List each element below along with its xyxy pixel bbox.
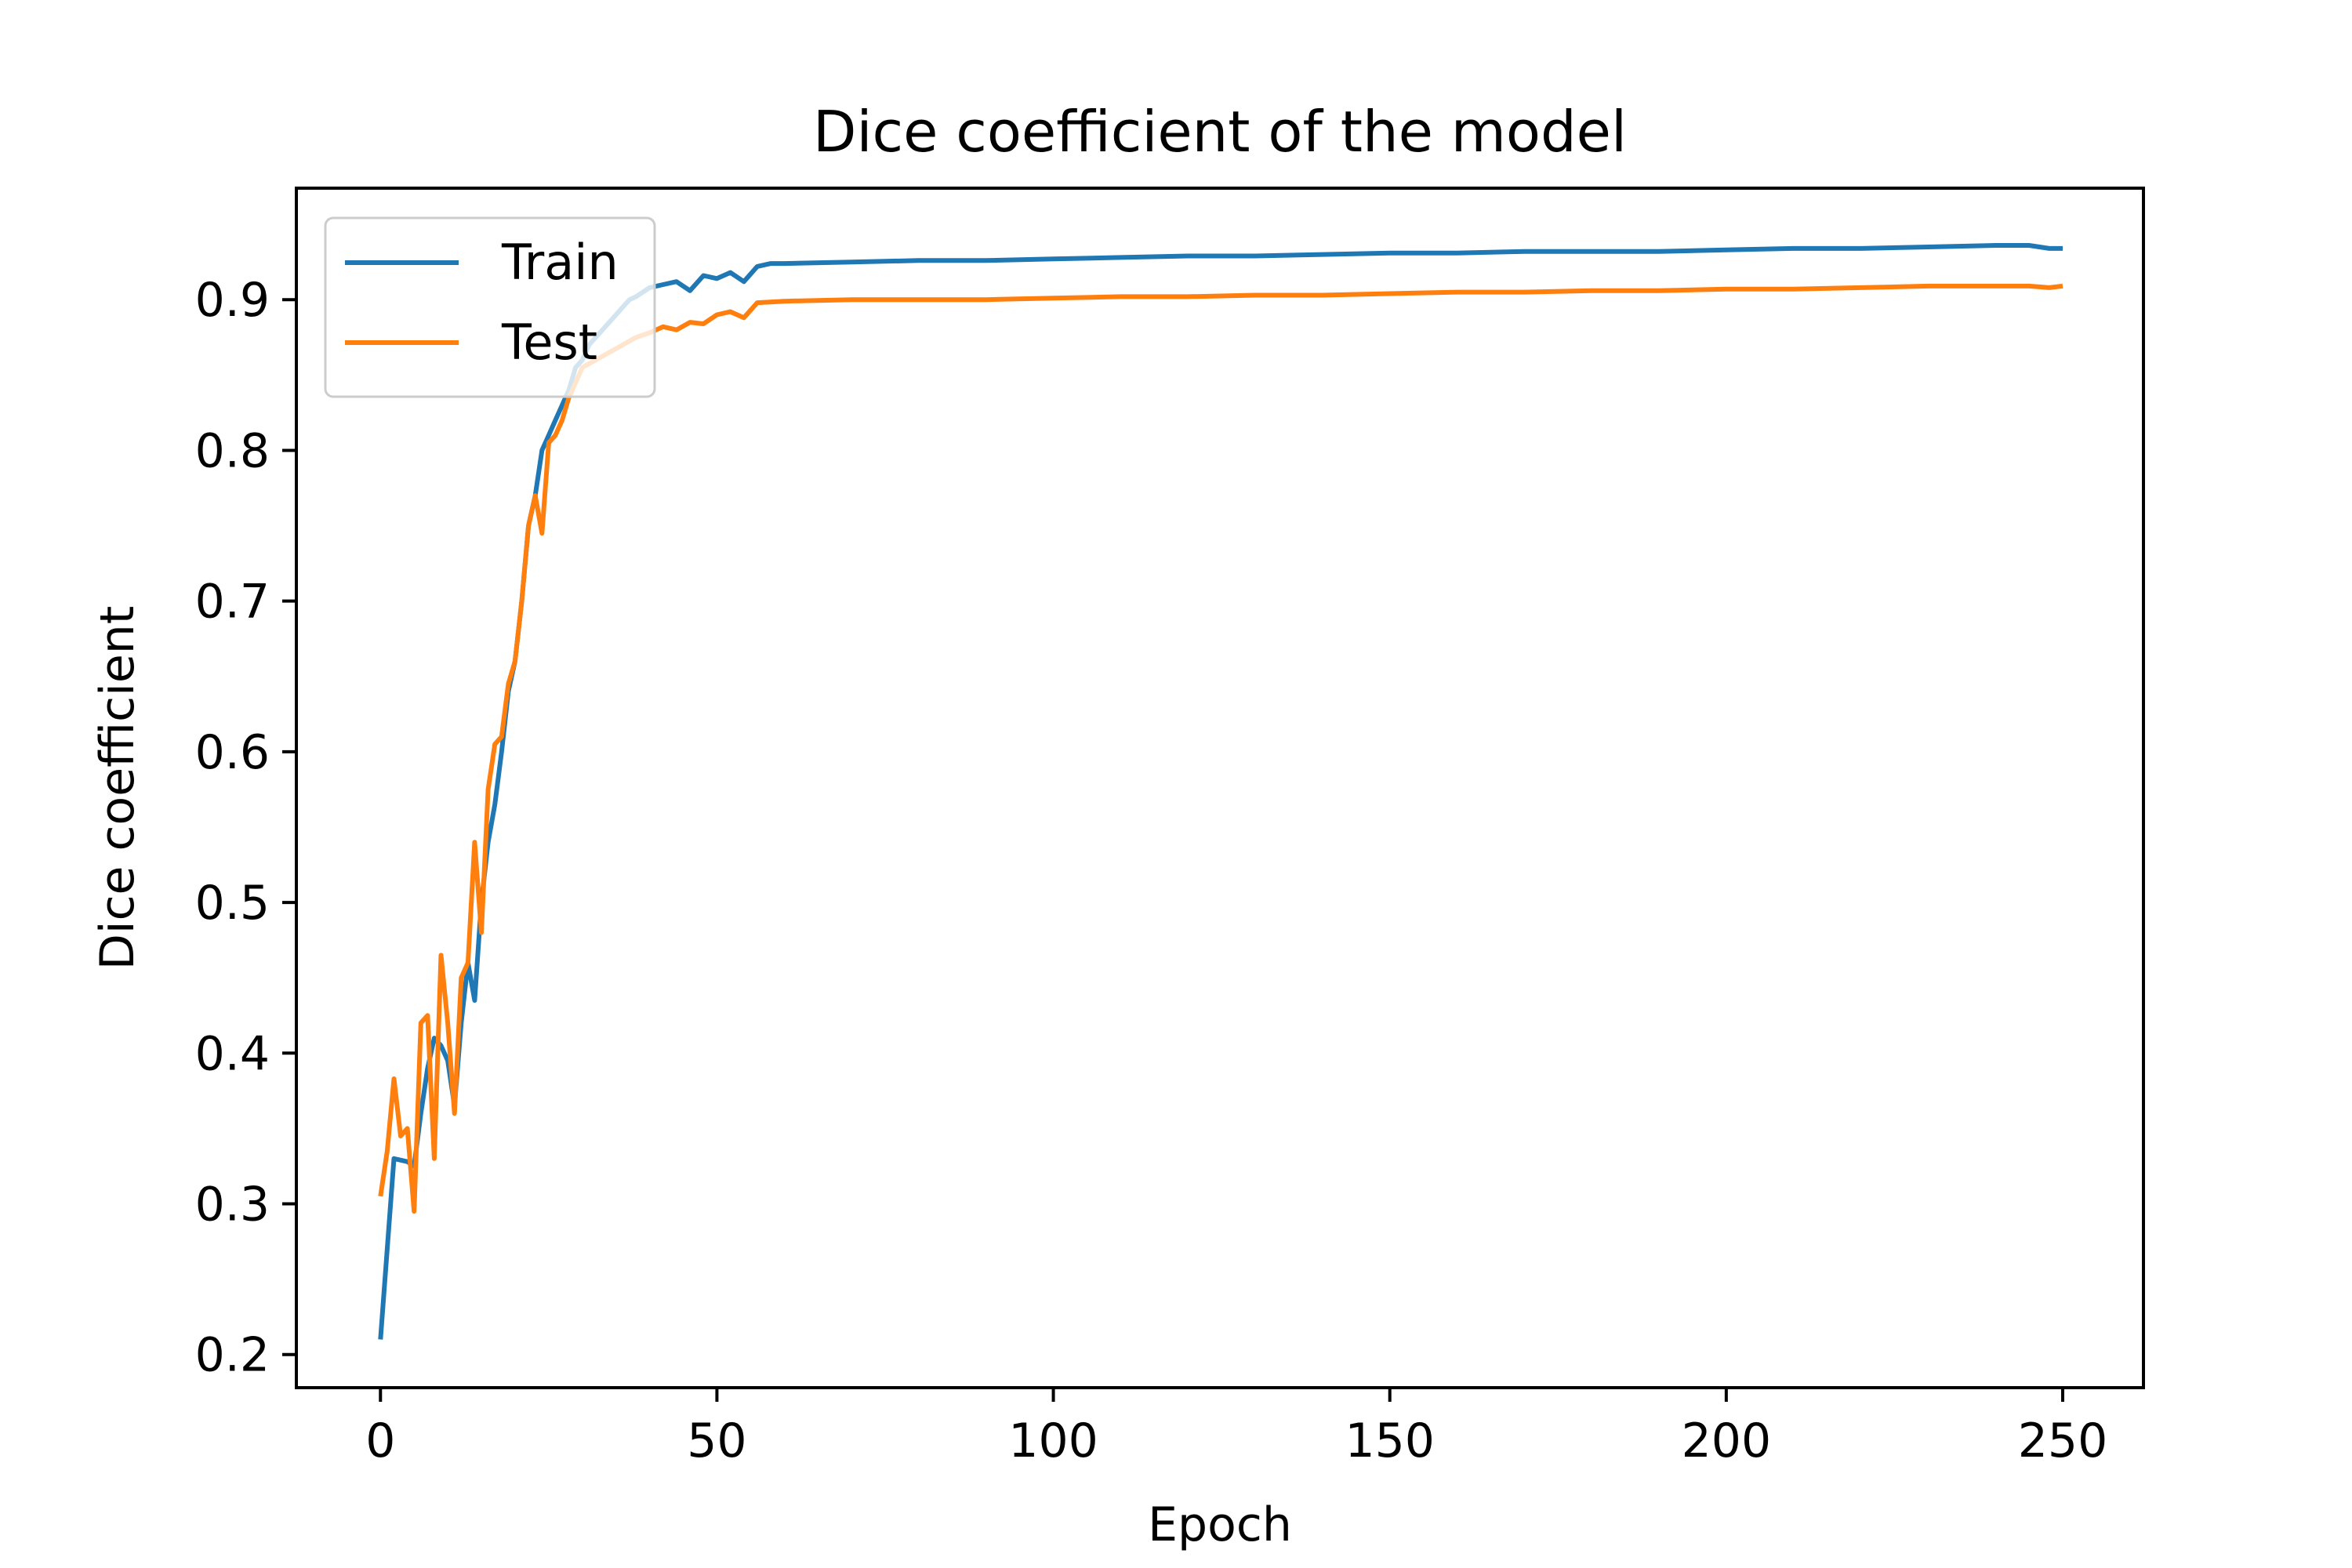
y-tick-label: 0.9 xyxy=(195,273,270,328)
y-tick-label: 0.3 xyxy=(195,1178,270,1232)
y-tick-label: 0.4 xyxy=(195,1026,270,1081)
y-tick-label: 0.8 xyxy=(195,423,270,478)
x-tick-label: 150 xyxy=(1345,1414,1435,1468)
y-axis-label: Dice coefficient xyxy=(90,606,145,971)
x-tick-label: 200 xyxy=(1682,1414,1772,1468)
legend-label-test: Test xyxy=(501,314,597,371)
y-tick-label: 0.5 xyxy=(195,876,270,931)
x-tick-label: 250 xyxy=(2018,1414,2108,1468)
x-axis-label: Epoch xyxy=(1148,1497,1292,1552)
plot-frame xyxy=(295,187,2145,1389)
y-tick-label: 0.2 xyxy=(195,1328,270,1383)
x-axis: 0 50 100 150 200 250 xyxy=(365,1388,2107,1468)
x-tick-label: 50 xyxy=(687,1414,746,1468)
x-tick-label: 100 xyxy=(1008,1414,1098,1468)
y-tick-label: 0.7 xyxy=(195,575,270,630)
y-axis: 0.2 0.3 0.4 0.5 0.6 0.7 0.8 0.9 xyxy=(195,273,296,1383)
legend-label-train: Train xyxy=(501,234,619,291)
y-tick-label: 0.6 xyxy=(195,725,270,780)
legend: Train Test xyxy=(324,216,656,398)
chart-title: Dice coefficient of the model xyxy=(813,99,1627,165)
x-tick-label: 0 xyxy=(365,1414,395,1468)
